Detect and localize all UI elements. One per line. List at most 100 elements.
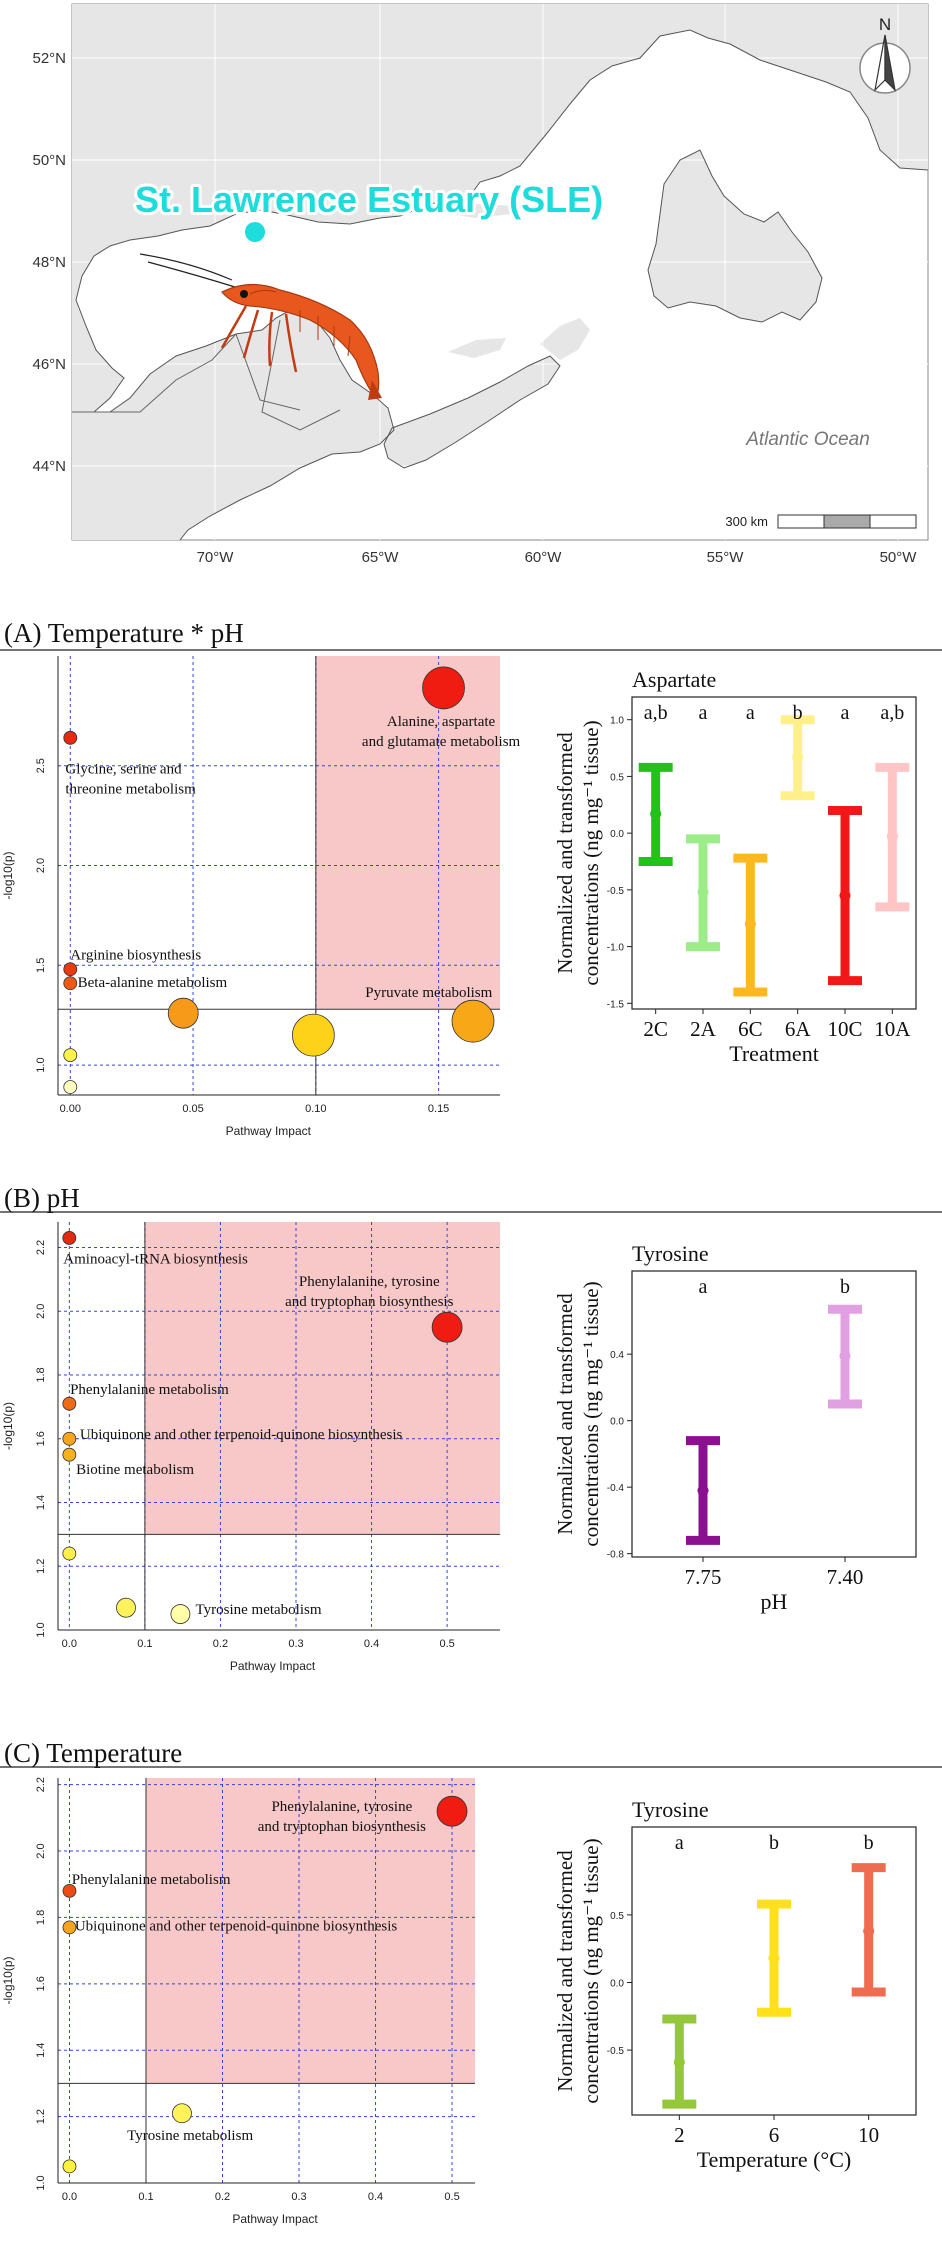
y-tick-label: 1.2 — [35, 1559, 47, 1574]
y-axis-title: Normalized and transformed — [553, 1293, 577, 1535]
pathway-point — [172, 2103, 192, 2124]
map-land-cape-breton — [540, 318, 590, 360]
map-land-north — [72, 4, 928, 412]
lon-label: 60°W — [525, 549, 563, 566]
y-tick-label: 0.0 — [610, 829, 624, 840]
y-tick-label: -0.4 — [607, 1483, 625, 1494]
pathway-impact-plot-b: 0.0 0.1 0.2 0.3 0.4 0.5 1.0 1.2 1.4 1.6 1.8 2.0 2.2 P… — [1, 1222, 500, 1673]
pathway-point — [63, 962, 78, 977]
site-marker-group: St. Lawrence Estuary (SLE) St. Lawrence … — [132, 176, 606, 242]
significant-region — [315, 656, 500, 1010]
y-tick-label: 2.2 — [35, 1777, 47, 1792]
pathway-point — [431, 1311, 463, 1343]
scale-label: 300 km — [725, 514, 768, 529]
x-tick-label: 7.40 — [827, 1565, 864, 1589]
x-tick-label: 0.00 — [60, 1103, 81, 1115]
y-axis-title: Normalized and transformed — [553, 732, 577, 974]
mean-point — [839, 890, 851, 902]
significance-letter: b — [793, 702, 803, 724]
x-tick-label: 2A — [690, 1017, 717, 1041]
y-tick-label: 1.0 — [35, 1057, 47, 1072]
x-tick-label: 6C — [738, 1017, 763, 1041]
significance-letter: a — [746, 702, 755, 724]
mean-point — [697, 886, 709, 898]
scale-bar: 300 km — [725, 514, 917, 529]
pathway-point — [62, 1883, 77, 1898]
map-land-newfoundland — [648, 150, 822, 322]
y-tick-label: 1.8 — [35, 1367, 47, 1382]
y-tick-label: 1.5 — [35, 958, 47, 973]
y-tick-label: 1.0 — [610, 716, 624, 727]
chart-title: Tyrosine — [632, 1241, 709, 1266]
x-tick-label: 6A — [785, 1017, 812, 1041]
y-tick-label: 1.6 — [35, 1976, 47, 1991]
significance-letter: a — [841, 702, 850, 724]
x-axis-title: Temperature (°C) — [697, 2147, 851, 2172]
pathway-point — [436, 1795, 468, 1827]
mean-point — [863, 1925, 875, 1937]
panel-title: (B) pH — [4, 1183, 80, 1213]
x-tick-label: 0.10 — [305, 1103, 326, 1115]
study-area-map: 52°N 50°N 48°N 46°N 44°N 70°W 65°W 60°W … — [32, 3, 929, 566]
mean-point — [792, 751, 804, 763]
y-tick-label: 1.0 — [35, 2175, 47, 2190]
pathway-label: Phenylalanine, tyrosine — [299, 1274, 440, 1290]
pathway-point — [167, 997, 199, 1029]
chart-title: Aspartate — [632, 667, 716, 692]
mean-point — [697, 1484, 709, 1496]
x-axis-title: Pathway Impact — [232, 2212, 318, 2226]
y-axis-title: -log10(p) — [1, 851, 15, 899]
y-tick-label: -0.5 — [607, 2046, 625, 2057]
panel-a-header: (A) Temperature * pH — [0, 618, 942, 651]
x-axis-title: Pathway Impact — [230, 1659, 316, 1673]
pathway-label: and tryptophan biosynthesis — [285, 1294, 453, 1310]
plot-frame — [631, 696, 917, 1010]
pathway-label: Arginine biosynthesis — [70, 947, 201, 963]
map-land-pei — [448, 338, 506, 358]
errorbar-plot-b: Tyrosine -0.8 -0.4 0.0 0.4 Normalized and tra… — [553, 1241, 917, 1614]
site-marker — [245, 222, 265, 242]
x-tick-label: 0.15 — [428, 1103, 449, 1115]
y-tick-label: 1.2 — [35, 2109, 47, 2124]
north-label: N — [879, 15, 891, 34]
x-tick-label: 6 — [769, 2123, 780, 2147]
y-axis-title: concentrations (ng mg⁻¹ tissue) — [579, 720, 603, 985]
pathway-label: threonine metabolism — [65, 782, 196, 798]
chart-title: Tyrosine — [632, 1797, 709, 1822]
significance-letter: a — [675, 1832, 684, 1854]
map-land-anticosti — [440, 204, 520, 218]
y-tick-label: 2.2 — [35, 1240, 47, 1255]
site-label-halo: St. Lawrence Estuary (SLE) — [135, 179, 603, 220]
map-axis-labels: 52°N 50°N 48°N 46°N 44°N 70°W 65°W 60°W … — [32, 50, 917, 566]
y-tick-label: 0.5 — [610, 772, 624, 783]
lon-label: 55°W — [707, 549, 745, 566]
x-axis-title: pH — [761, 1589, 788, 1614]
pathway-label: Biotine metabolism — [76, 1462, 194, 1478]
y-tick-label: 1.0 — [35, 1622, 47, 1637]
panel-b-header: (B) pH — [0, 1183, 942, 1213]
significance-letter: a — [699, 702, 708, 724]
pathway-point — [116, 1597, 136, 1618]
pathway-point — [63, 730, 78, 745]
y-axis-title: concentrations (ng mg⁻¹ tissue) — [579, 1838, 603, 2103]
pathway-label: Glycine, serine and — [65, 762, 182, 778]
pathway-label: Alanine, aspartate — [387, 714, 496, 730]
x-axis-title: Pathway Impact — [226, 1124, 312, 1138]
pathway-label: and glutamate metabolism — [362, 734, 521, 750]
x-tick-label: 10A — [874, 1017, 911, 1041]
y-tick-label: 1.6 — [35, 1431, 47, 1446]
y-tick-label: 1.8 — [35, 1910, 47, 1925]
north-arrow: N — [859, 15, 911, 94]
pathway-point — [62, 1546, 77, 1561]
pathway-label: Tyrosine metabolism — [196, 1602, 322, 1618]
x-tick-label: 2 — [674, 2123, 685, 2147]
panel-title: (A) Temperature * pH — [4, 618, 244, 648]
x-tick-label: 0.4 — [368, 2191, 383, 2203]
lon-label: 50°W — [880, 549, 918, 566]
pathway-label: Ubiquinone and other terpenoid-quinone b… — [80, 1427, 403, 1443]
y-tick-label: 1.4 — [35, 2043, 47, 2058]
y-tick-label: 2.0 — [35, 858, 47, 873]
plot-frame — [631, 1270, 917, 1558]
x-tick-label: 0.5 — [444, 2191, 459, 2203]
